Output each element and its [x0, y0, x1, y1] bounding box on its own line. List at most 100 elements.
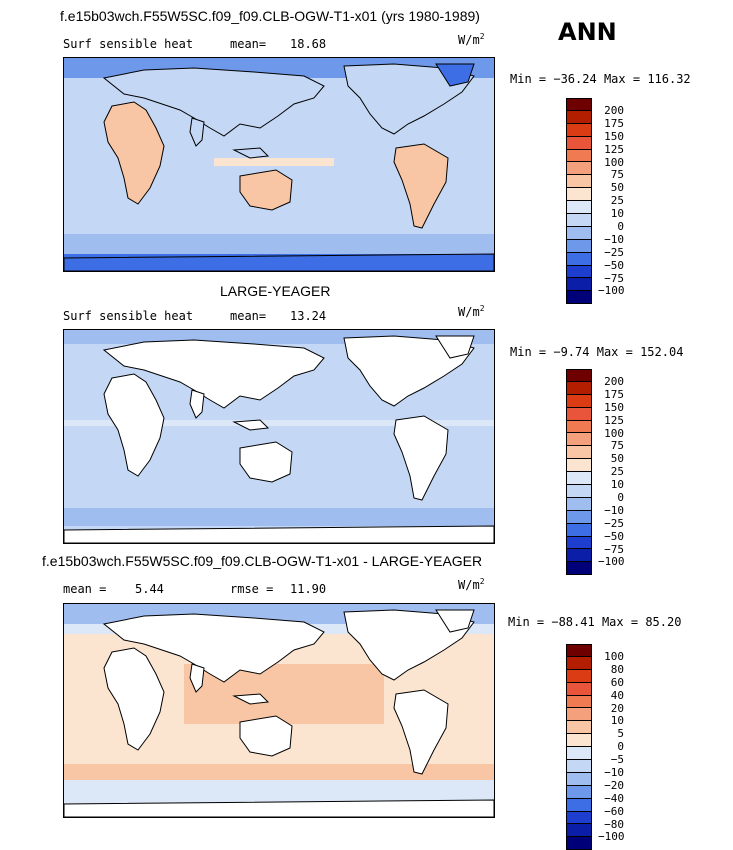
colorbar-swatch	[566, 136, 592, 150]
colorbar-swatch	[566, 433, 592, 447]
colorbar-swatch	[566, 837, 592, 850]
continent-outline	[103, 373, 165, 477]
continent-outline	[103, 647, 165, 751]
continent-outline	[239, 169, 293, 211]
colorbar-tick-label: 80	[610, 662, 624, 676]
panel3-mean-label: mean =	[63, 582, 107, 596]
panel1-minmax: Min = −36.24 Max = 116.32	[510, 72, 691, 86]
continent-outline	[189, 663, 205, 693]
colorbar-swatch	[566, 485, 592, 498]
colorbar-swatch	[566, 149, 592, 163]
colorbar-swatch	[566, 226, 592, 240]
colorbar-tick-label: 0	[617, 491, 624, 505]
colorbar-swatch	[566, 497, 592, 511]
colorbar-tick-label: −80	[604, 817, 624, 831]
colorbar-swatch	[566, 239, 592, 253]
colorbar-tick-label: 10	[610, 207, 624, 221]
colorbar-swatch	[566, 407, 592, 421]
colorbar-tick-label: −10	[604, 503, 624, 517]
colorbar-tick-label: 20	[610, 701, 624, 715]
colorbar-tick-label: 50	[610, 452, 624, 466]
colorbar-tick-label: 5	[617, 727, 624, 741]
continent-outline	[393, 415, 449, 501]
colorbar-swatch	[566, 523, 592, 537]
colorbar-swatch	[566, 214, 592, 227]
continent-outline	[239, 441, 293, 483]
colorbar-swatch	[566, 772, 592, 786]
colorbar-tick-label: 100	[604, 155, 624, 169]
colorbar-swatch	[566, 252, 592, 266]
colorbar-swatch	[566, 656, 592, 670]
colorbar-swatch	[566, 175, 592, 189]
continent-outline	[102, 339, 325, 409]
colorbar-swatch	[566, 721, 592, 735]
colorbar-tick-label: −40	[604, 791, 624, 805]
continent-outline	[189, 389, 205, 419]
colorbar-swatch	[566, 760, 592, 773]
colorbar-tick-label: −60	[604, 804, 624, 818]
colorbar-swatch	[566, 510, 592, 524]
colorbar-tick-label: 10	[610, 478, 624, 492]
colorbar-swatch	[566, 98, 592, 111]
colorbar-tick-label: 150	[604, 129, 624, 143]
panel3-colorbar	[566, 644, 594, 850]
colorbar-swatch	[566, 291, 592, 305]
panel3-units: W/m2	[458, 577, 485, 592]
colorbar-tick-label: 60	[610, 675, 624, 689]
panel2-colorbar	[566, 369, 594, 576]
panel2-units: W/m2	[458, 304, 485, 319]
continent-outline	[232, 147, 270, 159]
colorbar-tick-label: −100	[598, 555, 625, 569]
colorbar-tick-label: 100	[604, 426, 624, 440]
colorbar-tick-label: −75	[604, 271, 624, 285]
colorbar-swatch	[566, 682, 592, 696]
panel3-colorbar-labels: 100 80 60 40 20 10 5 0 −5 −10 −20 −40 −60 −80 −100	[598, 650, 625, 844]
colorbar-tick-label: 50	[610, 181, 624, 195]
colorbar-tick-label: 40	[610, 688, 624, 702]
panel3-map	[63, 603, 495, 818]
continent-outline	[102, 613, 325, 683]
continent-outline	[232, 693, 270, 705]
colorbar-swatch	[566, 420, 592, 434]
panel2-mean-value: 13.24	[290, 309, 327, 323]
colorbar-swatch	[566, 201, 592, 215]
colorbar-tick-label: 175	[604, 387, 624, 401]
colorbar-tick-label: 25	[610, 194, 624, 208]
colorbar-tick-label: 10	[610, 714, 624, 728]
colorbar-tick-label: 25	[610, 465, 624, 479]
panel1-variable: Surf sensible heat	[63, 37, 194, 51]
continent-outline	[435, 63, 475, 87]
colorbar-tick-label: −20	[604, 778, 624, 792]
colorbar-tick-label: 75	[610, 439, 624, 453]
colorbar-tick-label: −10	[604, 766, 624, 780]
colorbar-swatch	[566, 459, 592, 473]
colorbar-tick-label: 0	[617, 220, 624, 234]
panel1-title: f.e15b03wch.F55W5SC.f09_f09.CLB-OGW-T1-x…	[60, 8, 480, 24]
continent-outline	[103, 101, 165, 205]
panel3-title: f.e15b03wch.F55W5SC.f09_f09.CLB-OGW-T1-x…	[42, 553, 483, 569]
colorbar-swatch	[566, 695, 592, 709]
panel1-map	[63, 57, 495, 272]
continent-outline	[64, 799, 494, 817]
colorbar-tick-label: −100	[598, 284, 625, 298]
colorbar-swatch	[566, 472, 592, 486]
colorbar-tick-label: −50	[604, 529, 624, 543]
continent-outline	[102, 67, 325, 137]
colorbar-tick-label: −5	[610, 753, 624, 767]
colorbar-tick-label: −10	[604, 232, 624, 246]
panel2-minmax: Min = −9.74 Max = 152.04	[510, 345, 684, 359]
colorbar-swatch	[566, 381, 592, 395]
continent-outline	[64, 253, 494, 271]
panel2-title: LARGE-YEAGER	[220, 283, 331, 299]
colorbar-swatch	[566, 265, 592, 279]
colorbar-tick-label: 200	[604, 375, 624, 388]
panel3-rmse-value: 11.90	[290, 582, 327, 596]
colorbar-swatch	[566, 785, 592, 799]
colorbar-swatch	[566, 110, 592, 124]
continent-outline	[393, 689, 449, 775]
continent-outline	[435, 335, 475, 359]
continent-outline	[189, 117, 205, 147]
colorbar-tick-label: −100	[598, 830, 625, 844]
continent-outline	[64, 525, 494, 543]
panel2-mean-label: mean=	[230, 309, 267, 323]
